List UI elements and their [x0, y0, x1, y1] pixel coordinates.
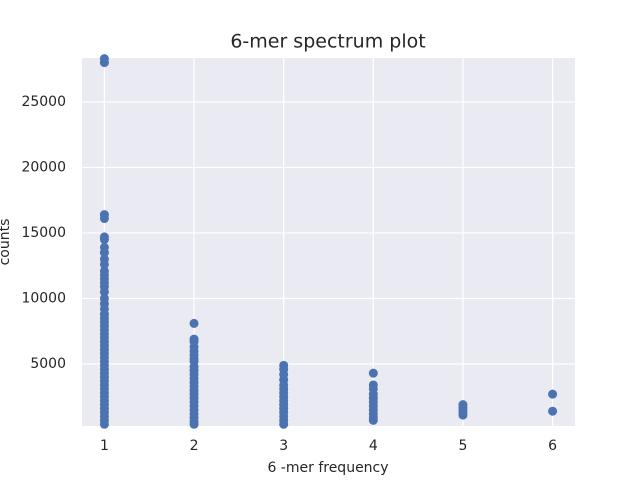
- point: [368, 368, 378, 378]
- point: [99, 248, 109, 258]
- point: [99, 235, 109, 245]
- x-axis-label: 6 -mer frequency: [267, 460, 388, 476]
- plot-area: [82, 58, 575, 426]
- point: [279, 419, 289, 429]
- x-tick-label: 6: [548, 438, 557, 454]
- point: [99, 287, 109, 297]
- point: [99, 419, 109, 429]
- y-tick-label: 20000: [21, 159, 66, 175]
- y-axis-label: counts: [0, 219, 13, 266]
- chart-title: 6-mer spectrum plot: [230, 31, 425, 53]
- point: [458, 410, 468, 420]
- point: [189, 419, 199, 429]
- y-tick-label: 5000: [30, 356, 66, 372]
- point: [368, 415, 378, 425]
- x-tick-label: 4: [369, 438, 378, 454]
- point: [548, 389, 558, 399]
- point: [99, 58, 109, 68]
- x-tick-label: 5: [458, 438, 467, 454]
- point: [99, 214, 109, 224]
- point: [548, 406, 558, 416]
- point: [99, 259, 109, 269]
- y-tick-label: 25000: [21, 94, 66, 110]
- point: [189, 318, 199, 328]
- x-tick-label: 2: [190, 438, 199, 454]
- y-tick-label: 15000: [21, 225, 66, 241]
- y-tick-label: 10000: [21, 290, 66, 306]
- x-tick-label: 1: [100, 438, 109, 454]
- x-tick-label: 3: [279, 438, 288, 454]
